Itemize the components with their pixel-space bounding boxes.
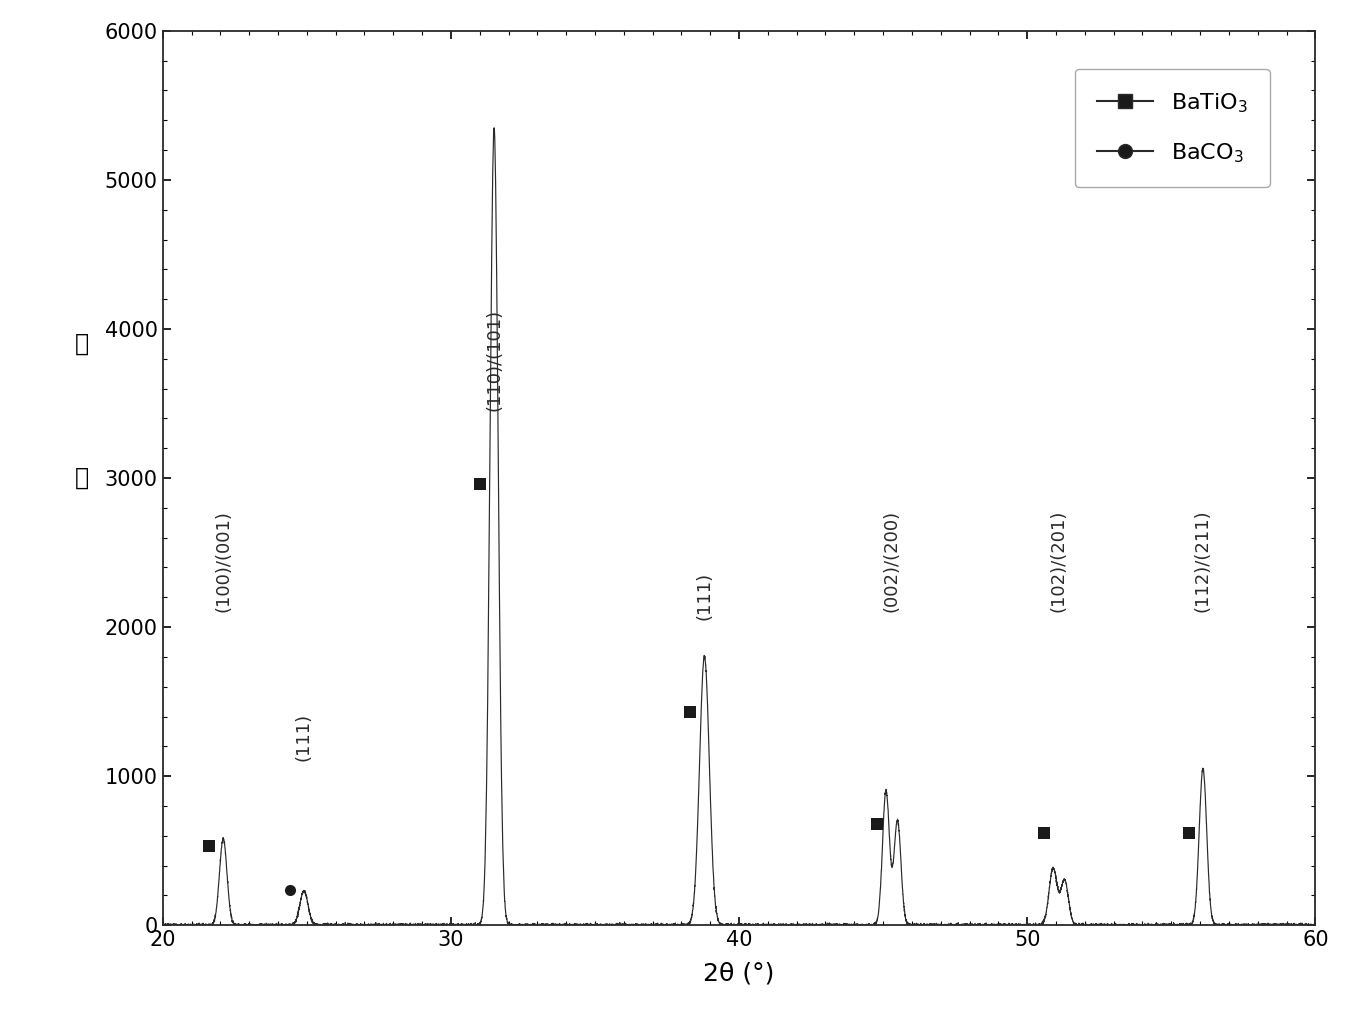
Text: (110)/(101): (110)/(101) bbox=[485, 308, 503, 411]
Text: 度: 度 bbox=[75, 466, 89, 490]
Text: (002)/(200): (002)/(200) bbox=[883, 510, 900, 612]
Text: (102)/(201): (102)/(201) bbox=[1050, 510, 1069, 612]
Text: 强: 强 bbox=[75, 332, 89, 356]
Text: (111): (111) bbox=[294, 713, 313, 761]
Text: (111): (111) bbox=[696, 572, 713, 620]
Text: (112)/(211): (112)/(211) bbox=[1193, 510, 1212, 612]
Legend: BaTiO$_3$, BaCO$_3$: BaTiO$_3$, BaCO$_3$ bbox=[1075, 69, 1269, 187]
X-axis label: 2θ (°): 2θ (°) bbox=[704, 961, 774, 985]
Text: (100)/(001): (100)/(001) bbox=[214, 510, 232, 612]
